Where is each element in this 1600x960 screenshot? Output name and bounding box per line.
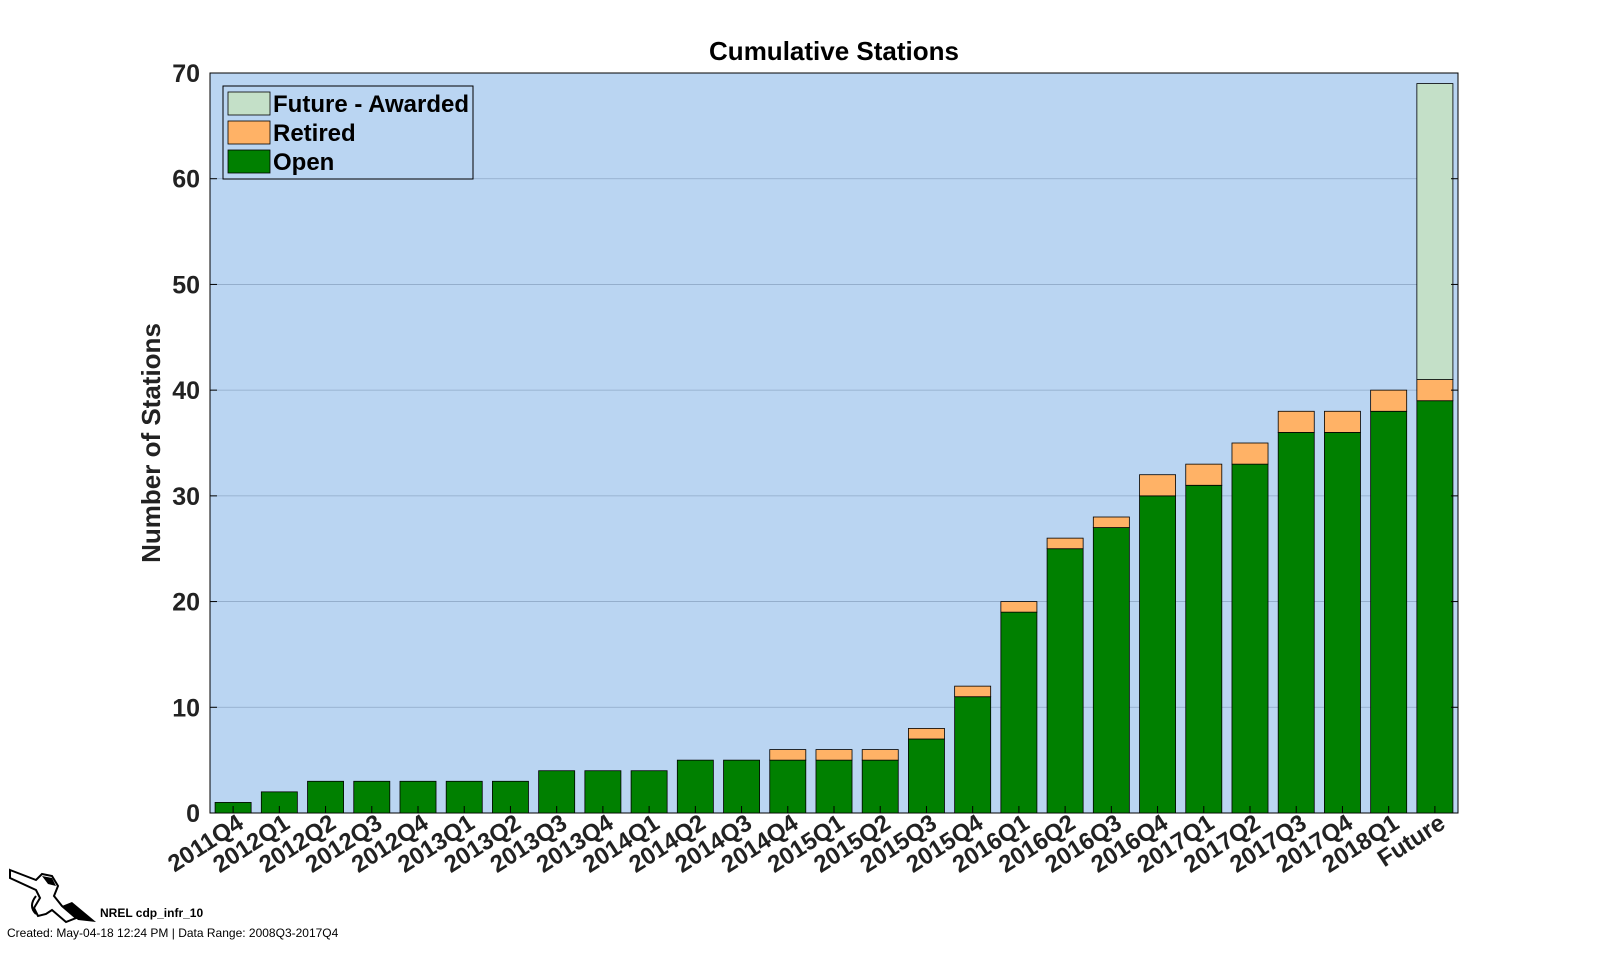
y-tick-label: 50: [172, 271, 200, 299]
legend-label: Open: [273, 149, 334, 176]
plot-area: [209, 72, 1459, 814]
legend-swatch: [227, 120, 271, 145]
bar-open-2016q4: [1139, 495, 1176, 814]
created-label: Created: May-04-18 12:24 PM | Data Range…: [7, 926, 339, 940]
y-tick-label: 60: [172, 166, 200, 194]
bar-retired-2015q2: [861, 749, 899, 761]
bar-open-2017q2: [1231, 463, 1269, 814]
bar-retired-2018q1: [1370, 389, 1408, 412]
bars: [214, 83, 1454, 814]
y-tick-label: 20: [172, 589, 200, 617]
chart-id-label: NREL cdp_infr_10: [100, 906, 204, 920]
bar-retired-2016q4: [1139, 474, 1176, 497]
bar-retired-2015q1: [815, 749, 853, 761]
bar-retired-2016q2: [1046, 537, 1084, 550]
y-axis-label: Number of Stations: [136, 323, 166, 563]
bar-retired-2017q4: [1324, 410, 1361, 433]
bar-open-2015q3: [908, 738, 945, 814]
legend-swatch: [227, 149, 271, 174]
bar-retired-2016q1: [1000, 601, 1038, 613]
bar-retired-2015q3: [908, 728, 945, 740]
bar-open-2017q4: [1324, 432, 1361, 814]
bar-open-2015q1: [815, 759, 853, 814]
bar-future-awarded-future: [1416, 83, 1454, 380]
y-tick-label: 40: [172, 377, 200, 405]
bar-retired-2015q4: [954, 685, 992, 698]
legend-label: Retired: [273, 120, 356, 147]
bar-retired-future: [1416, 379, 1454, 402]
y-tick-label: 70: [172, 60, 200, 88]
chart-title: Cumulative Stations: [709, 36, 959, 66]
fuel-nozzle-icon: [9, 868, 96, 924]
y-tick-label: 10: [172, 694, 200, 722]
bar-retired-2014q4: [769, 749, 807, 761]
bar-open-2017q3: [1277, 432, 1315, 814]
bar-open-2016q1: [1000, 611, 1038, 814]
bar-retired-2016q3: [1092, 516, 1130, 528]
bar-open-2015q4: [954, 696, 992, 814]
x-axis: 2011Q42012Q12012Q22012Q32012Q42013Q12013…: [163, 806, 1450, 879]
legend-swatch: [227, 91, 271, 116]
bar-open-2014q3: [723, 759, 760, 814]
bar-open-2018q1: [1370, 410, 1408, 814]
y-tick-label: 30: [172, 483, 200, 511]
bar-open-2014q4: [769, 759, 807, 814]
legend-label: Future - Awarded: [273, 91, 469, 118]
bar-open-2015q2: [861, 759, 899, 814]
bar-retired-2017q2: [1231, 442, 1269, 465]
bar-retired-2017q3: [1277, 410, 1315, 433]
bar-open-2014q2: [676, 759, 714, 814]
bar-open-future: [1416, 400, 1454, 814]
bar-open-2017q1: [1185, 484, 1223, 814]
bar-open-2016q2: [1046, 548, 1084, 814]
bar-open-2016q3: [1092, 527, 1130, 814]
y-tick-label: 0: [186, 800, 200, 828]
bar-retired-2017q1: [1185, 463, 1223, 486]
y-axis: 0 10 20 30 40 50 60 70: [172, 60, 1458, 828]
